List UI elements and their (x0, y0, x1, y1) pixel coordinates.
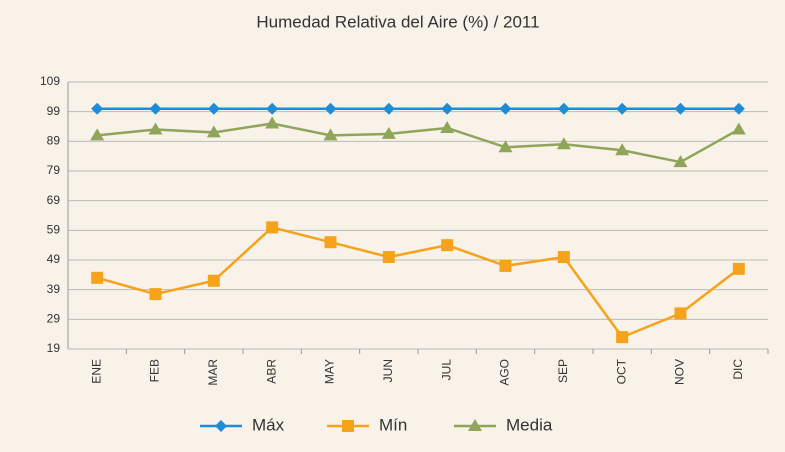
marker (215, 420, 227, 432)
marker (616, 331, 629, 344)
marker (207, 102, 220, 115)
y-tick-label: 99 (47, 104, 61, 118)
y-tick-label: 69 (47, 193, 61, 207)
marker (342, 420, 354, 432)
marker (90, 128, 105, 141)
marker (382, 251, 395, 264)
x-tick-label: ABR (264, 359, 278, 384)
marker (499, 259, 512, 272)
legend-label: Máx (252, 415, 285, 434)
marker (732, 262, 745, 275)
marker (324, 102, 337, 115)
y-tick-label: 79 (47, 163, 61, 177)
marker (91, 102, 104, 115)
y-tick-label: 59 (47, 223, 61, 237)
x-tick-label: FEB (148, 359, 162, 382)
x-tick-label: JUN (381, 359, 395, 382)
marker (440, 120, 455, 133)
marker (149, 102, 162, 115)
y-tick-label: 49 (47, 252, 61, 266)
marker (732, 102, 745, 115)
marker (381, 126, 396, 139)
y-tick-label: 109 (40, 74, 60, 88)
x-tick-label: JUL (439, 359, 453, 381)
chart-title: Humedad Relativa del Aire (%) / 2011 (256, 12, 539, 31)
x-tick-label: ENE (89, 359, 103, 384)
marker (266, 102, 279, 115)
legend-label: Media (506, 415, 553, 434)
marker (674, 307, 687, 320)
marker (616, 102, 629, 115)
marker (148, 122, 163, 135)
x-tick-label: SEP (556, 359, 570, 383)
legend-label: Mín (379, 415, 407, 434)
marker (91, 271, 104, 284)
y-tick-label: 39 (47, 282, 61, 296)
x-tick-label: OCT (614, 358, 628, 384)
series-line (97, 122, 740, 164)
y-tick-label: 89 (47, 134, 61, 148)
x-tick-label: MAY (323, 359, 337, 384)
marker (498, 140, 513, 153)
marker (323, 128, 338, 141)
marker (674, 102, 687, 115)
y-tick-label: 19 (47, 341, 61, 355)
marker (149, 288, 162, 301)
series-line (96, 225, 740, 339)
x-tick-label: AGO (498, 359, 512, 386)
marker (556, 137, 571, 150)
x-tick-label: NOV (673, 359, 687, 385)
marker (557, 102, 570, 115)
x-tick-label: DIC (731, 359, 745, 380)
marker (266, 221, 279, 234)
marker (441, 102, 454, 115)
marker (324, 236, 337, 249)
y-tick-label: 29 (47, 312, 61, 326)
marker (468, 419, 482, 431)
marker (615, 143, 630, 156)
marker (557, 251, 570, 264)
marker (382, 102, 395, 115)
marker (265, 116, 280, 129)
marker (499, 102, 512, 115)
x-tick-label: MAR (206, 359, 220, 386)
marker (731, 122, 746, 135)
marker (441, 239, 454, 252)
marker (206, 125, 221, 138)
marker (673, 155, 688, 168)
marker (207, 274, 220, 287)
